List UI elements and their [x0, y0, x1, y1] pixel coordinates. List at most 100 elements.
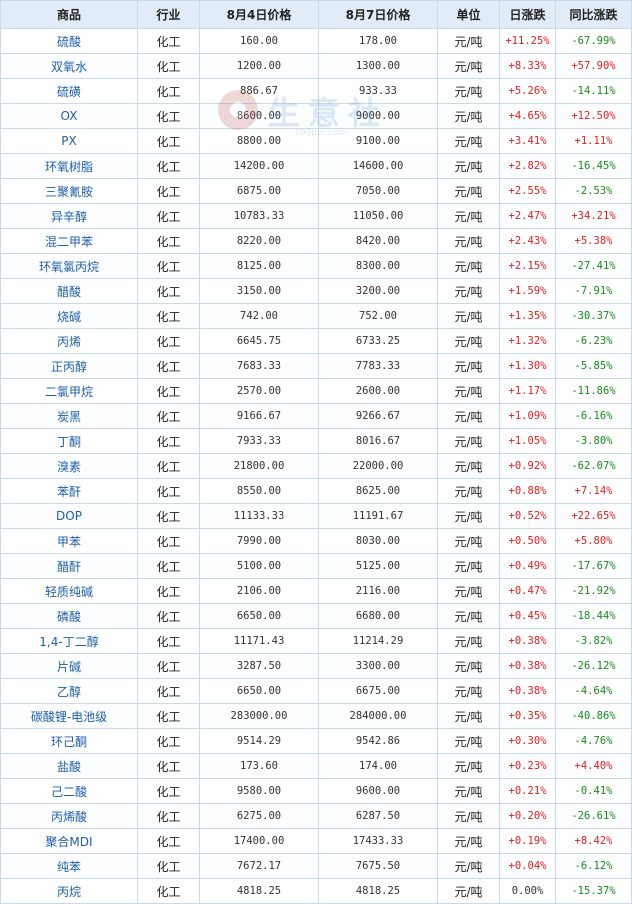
- yoy-change-cell: +1.11%: [555, 128, 632, 154]
- product-name-cell[interactable]: 炭黑: [0, 403, 138, 429]
- unit-cell: 元/吨: [437, 78, 500, 104]
- product-name-cell[interactable]: 碳酸锂-电池级: [0, 703, 138, 729]
- price-aug4-cell: 6650.00: [199, 603, 319, 629]
- industry-cell: 化工: [137, 553, 200, 579]
- price-aug4-cell: 11133.33: [199, 503, 319, 529]
- price-aug7-cell: 9100.00: [318, 128, 438, 154]
- yoy-change-cell: -6.16%: [555, 403, 632, 429]
- price-aug4-cell: 21800.00: [199, 453, 319, 479]
- product-name-cell[interactable]: 环氧树脂: [0, 153, 138, 179]
- product-name-cell[interactable]: PX: [0, 128, 138, 154]
- yoy-change-cell: -26.12%: [555, 653, 632, 679]
- product-name-cell[interactable]: 丙烷: [0, 878, 138, 904]
- product-name-cell[interactable]: 硫酸: [0, 28, 138, 54]
- product-name-cell[interactable]: 轻质纯碱: [0, 578, 138, 604]
- unit-cell: 元/吨: [437, 553, 500, 579]
- product-name-cell[interactable]: 片碱: [0, 653, 138, 679]
- price-aug4-cell: 160.00: [199, 28, 319, 54]
- daily-change-cell: +2.47%: [499, 203, 556, 229]
- price-aug4-cell: 7683.33: [199, 353, 319, 379]
- industry-cell: 化工: [137, 428, 200, 454]
- unit-cell: 元/吨: [437, 778, 500, 804]
- product-name-cell[interactable]: 异辛醇: [0, 203, 138, 229]
- price-aug7-cell: 9542.86: [318, 728, 438, 754]
- daily-change-cell: +0.21%: [499, 778, 556, 804]
- product-name-cell[interactable]: 甲苯: [0, 528, 138, 554]
- product-name-cell[interactable]: 双氧水: [0, 53, 138, 79]
- product-name-cell[interactable]: 环氧氯丙烷: [0, 253, 138, 279]
- daily-change-cell: +1.32%: [499, 328, 556, 354]
- price-aug7-cell: 5125.00: [318, 553, 438, 579]
- product-name-cell[interactable]: 丙烯酸: [0, 803, 138, 829]
- industry-cell: 化工: [137, 28, 200, 54]
- product-name-cell[interactable]: OX: [0, 103, 138, 129]
- yoy-change-cell: +5.38%: [555, 228, 632, 254]
- price-aug7-cell: 178.00: [318, 28, 438, 54]
- product-name-cell[interactable]: 醋酐: [0, 553, 138, 579]
- product-name-cell[interactable]: 二氯甲烷: [0, 378, 138, 404]
- header-unit[interactable]: 单位: [437, 0, 500, 29]
- daily-change-cell: +1.30%: [499, 353, 556, 379]
- yoy-change-cell: -2.53%: [555, 178, 632, 204]
- unit-cell: 元/吨: [437, 153, 500, 179]
- yoy-change-cell: -27.41%: [555, 253, 632, 279]
- daily-change-cell: +2.55%: [499, 178, 556, 204]
- yoy-change-cell: -18.44%: [555, 603, 632, 629]
- industry-cell: 化工: [137, 578, 200, 604]
- product-name-cell[interactable]: DOP: [0, 503, 138, 529]
- industry-cell: 化工: [137, 853, 200, 879]
- daily-change-cell: +0.38%: [499, 678, 556, 704]
- product-name-cell[interactable]: 溴素: [0, 453, 138, 479]
- product-name-cell[interactable]: 己二酸: [0, 778, 138, 804]
- yoy-change-cell: +57.90%: [555, 53, 632, 79]
- unit-cell: 元/吨: [437, 28, 500, 54]
- product-name-cell[interactable]: 烧碱: [0, 303, 138, 329]
- price-aug7-cell: 6675.00: [318, 678, 438, 704]
- price-aug4-cell: 6875.00: [199, 178, 319, 204]
- header-price-aug4[interactable]: 8月4日价格: [199, 0, 319, 29]
- table-row: 苯酐 化工 8550.00 8625.00 元/吨 +0.88% +7.14%: [0, 478, 632, 504]
- header-product[interactable]: 商品: [0, 0, 138, 29]
- price-aug7-cell: 6680.00: [318, 603, 438, 629]
- price-aug4-cell: 1200.00: [199, 53, 319, 79]
- product-name-cell[interactable]: 磷酸: [0, 603, 138, 629]
- header-yoy-change[interactable]: 同比涨跌: [555, 0, 632, 29]
- yoy-change-cell: -15.37%: [555, 878, 632, 904]
- daily-change-cell: +0.52%: [499, 503, 556, 529]
- product-name-cell[interactable]: 1,4-丁二醇: [0, 628, 138, 654]
- product-name-cell[interactable]: 环己酮: [0, 728, 138, 754]
- daily-change-cell: +2.43%: [499, 228, 556, 254]
- product-name-cell[interactable]: 丁酮: [0, 428, 138, 454]
- header-price-aug7[interactable]: 8月7日价格: [318, 0, 438, 29]
- industry-cell: 化工: [137, 728, 200, 754]
- product-name-cell[interactable]: 三聚氰胺: [0, 178, 138, 204]
- product-name-cell[interactable]: 正丙醇: [0, 353, 138, 379]
- unit-cell: 元/吨: [437, 178, 500, 204]
- daily-change-cell: +2.82%: [499, 153, 556, 179]
- product-name-cell[interactable]: 硫磺: [0, 78, 138, 104]
- product-name-cell[interactable]: 苯酐: [0, 478, 138, 504]
- header-daily-change[interactable]: 日涨跌: [499, 0, 556, 29]
- header-industry[interactable]: 行业: [137, 0, 200, 29]
- industry-cell: 化工: [137, 453, 200, 479]
- industry-cell: 化工: [137, 128, 200, 154]
- industry-cell: 化工: [137, 778, 200, 804]
- price-aug7-cell: 6733.25: [318, 328, 438, 354]
- unit-cell: 元/吨: [437, 753, 500, 779]
- unit-cell: 元/吨: [437, 328, 500, 354]
- yoy-change-cell: -0.41%: [555, 778, 632, 804]
- price-aug4-cell: 886.67: [199, 78, 319, 104]
- product-name-cell[interactable]: 乙醇: [0, 678, 138, 704]
- daily-change-cell: +0.20%: [499, 803, 556, 829]
- product-name-cell[interactable]: 盐酸: [0, 753, 138, 779]
- product-name-cell[interactable]: 纯苯: [0, 853, 138, 879]
- unit-cell: 元/吨: [437, 828, 500, 854]
- product-name-cell[interactable]: 聚合MDI: [0, 828, 138, 854]
- unit-cell: 元/吨: [437, 53, 500, 79]
- unit-cell: 元/吨: [437, 403, 500, 429]
- daily-change-cell: +0.35%: [499, 703, 556, 729]
- table-row: 乙醇 化工 6650.00 6675.00 元/吨 +0.38% -4.64%: [0, 678, 632, 704]
- product-name-cell[interactable]: 丙烯: [0, 328, 138, 354]
- product-name-cell[interactable]: 醋酸: [0, 278, 138, 304]
- product-name-cell[interactable]: 混二甲苯: [0, 228, 138, 254]
